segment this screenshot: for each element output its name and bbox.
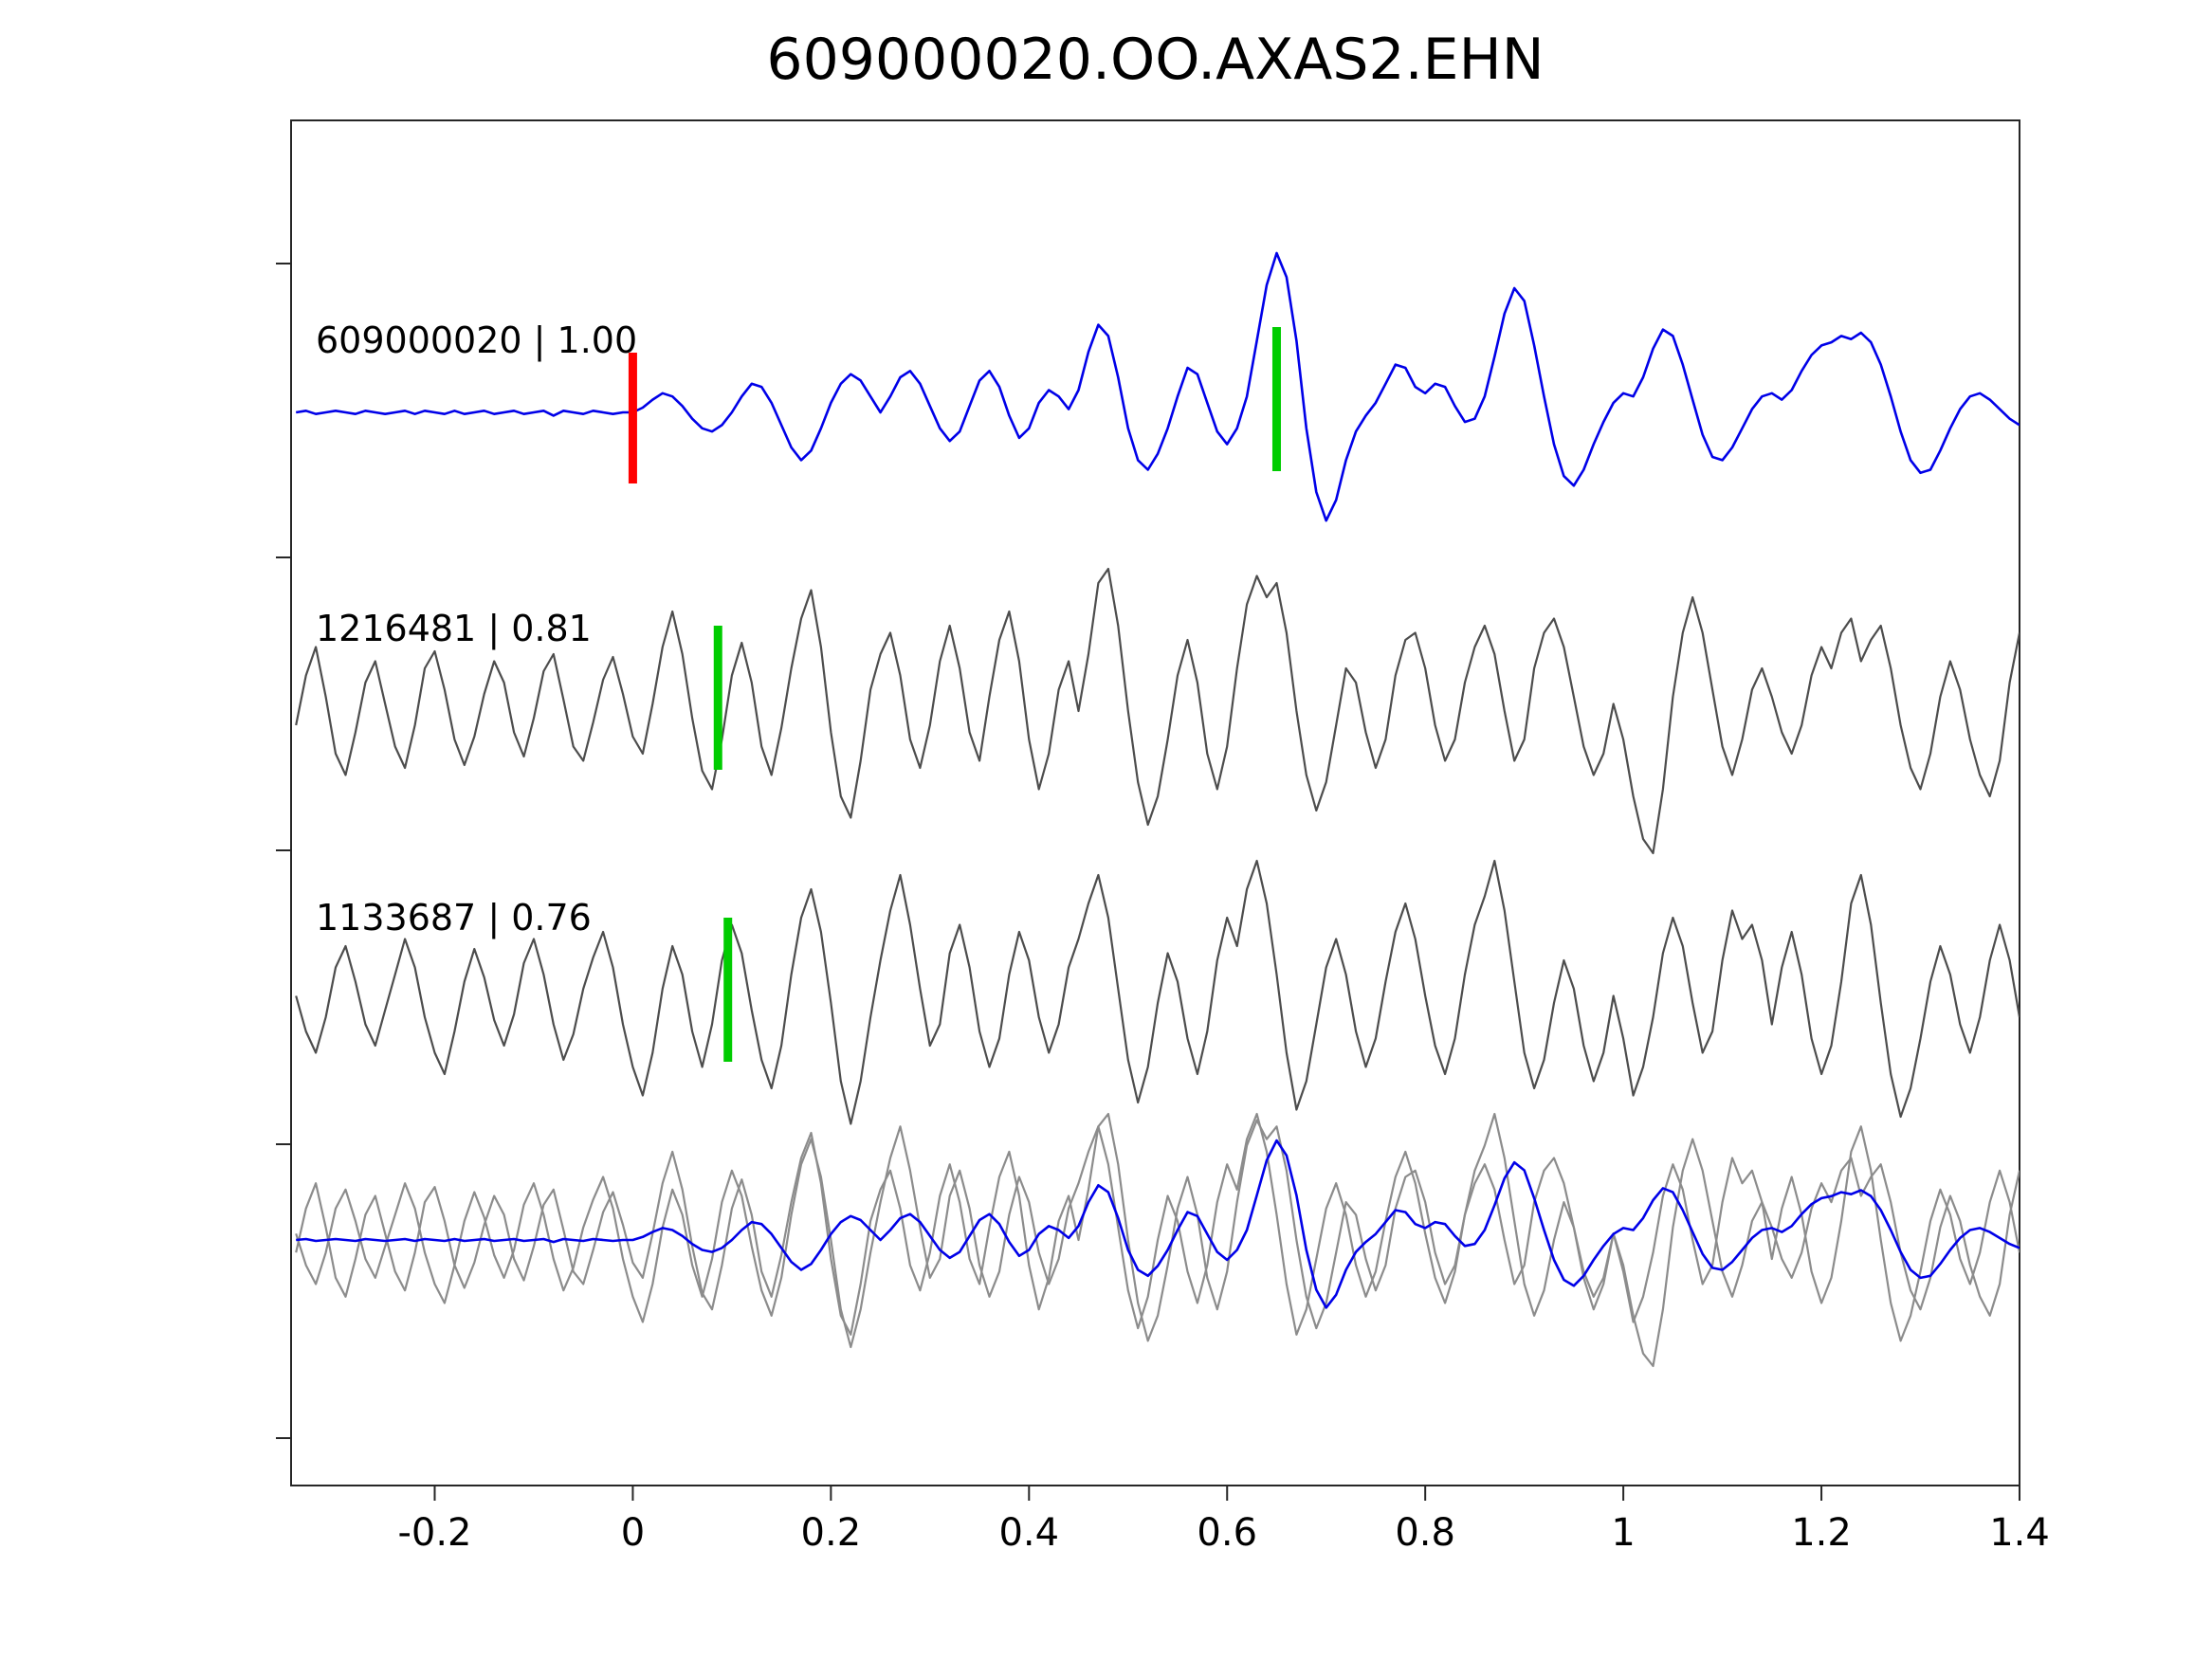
- x-tick-label: 0.2: [801, 1511, 862, 1555]
- x-tick-label: -0.2: [397, 1511, 471, 1555]
- x-tick-label: 0.6: [1197, 1511, 1257, 1555]
- x-tick-label: 0: [621, 1511, 645, 1555]
- x-tick-label: 1.2: [1791, 1511, 1852, 1555]
- x-tick-label: 0.4: [998, 1511, 1059, 1555]
- chart-title: 609000020.OO.AXAS2.EHN: [766, 27, 1545, 93]
- x-tick-label: 0.8: [1395, 1511, 1455, 1555]
- x-tick-label: 1.4: [1989, 1511, 2050, 1555]
- overlay-waveform-det1: [295, 1112, 2020, 1368]
- waveform-template: [295, 251, 2020, 522]
- trace-label-detection-1: 1216481 | 0.81: [316, 608, 592, 649]
- axes-frame: [290, 119, 2020, 1486]
- x-tick-label: 1: [1611, 1511, 1635, 1555]
- waveform-det2: [295, 859, 2020, 1125]
- overlay-waveform-det2: [295, 1112, 2020, 1349]
- trace-label-template: 609000020 | 1.00: [316, 319, 638, 361]
- overlay-waveform-template: [296, 1139, 2020, 1309]
- waveform-det1: [295, 567, 2020, 855]
- trace-label-detection-2: 1133687 | 0.76: [316, 897, 592, 939]
